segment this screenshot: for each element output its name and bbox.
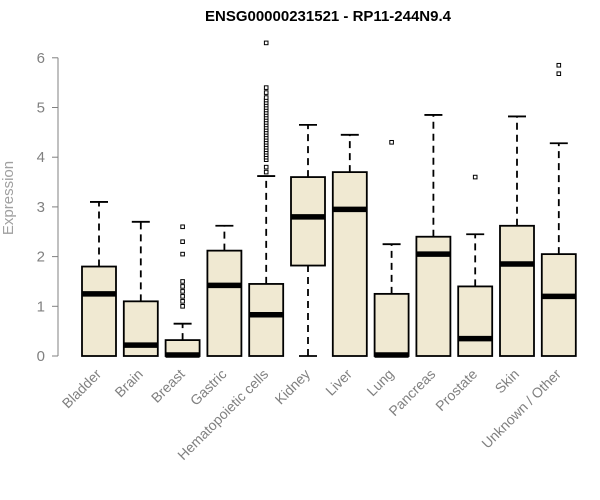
y-tick-label: 4 — [37, 149, 45, 166]
x-category-label: Brain — [111, 366, 145, 400]
box-group — [290, 123, 326, 357]
box-group — [81, 201, 117, 357]
box-group — [206, 224, 243, 357]
outlier-point — [263, 40, 269, 46]
outlier-point — [556, 71, 562, 77]
outlier-point — [180, 251, 185, 257]
y-axis-title: Expression — [0, 161, 17, 235]
box-group — [164, 224, 201, 358]
box-group — [373, 139, 410, 358]
y-tick-label: 1 — [37, 298, 45, 315]
box-group — [499, 115, 535, 357]
box-group — [248, 40, 285, 357]
y-tick-label: 2 — [37, 249, 45, 266]
box-iqr — [206, 249, 243, 357]
outlier-point — [180, 239, 185, 244]
box-iqr — [457, 285, 494, 357]
box-group — [331, 133, 368, 357]
x-category-label: Lung — [363, 366, 396, 399]
x-category-label: Bladder — [59, 366, 105, 412]
outlier-point — [472, 174, 478, 180]
chart-title: ENSG00000231521 - RP11-244N9.4 — [205, 8, 452, 25]
y-tick-label: 5 — [37, 100, 45, 117]
outlier-point — [263, 90, 269, 95]
x-category-label: Kidney — [272, 366, 314, 408]
plot-area — [81, 40, 577, 358]
outlier-point — [180, 224, 185, 230]
outlier-point — [180, 284, 185, 289]
box-iqr — [331, 171, 368, 357]
outlier-point — [263, 169, 269, 175]
box-group — [122, 220, 159, 357]
y-axis: 0 1 2 3 4 5 6 — [37, 50, 59, 365]
box-iqr — [290, 176, 326, 267]
box-group — [415, 114, 452, 357]
box-iqr — [373, 292, 410, 357]
y-tick-label: 0 — [37, 348, 45, 365]
outlier-point — [180, 304, 185, 309]
x-category-label: Unknown / Other — [478, 366, 564, 452]
box-iqr — [248, 283, 285, 357]
x-category-label: Skin — [492, 366, 523, 397]
outlier-point — [556, 62, 562, 68]
box-iqr — [540, 253, 577, 357]
outlier-point — [180, 299, 185, 304]
box-iqr — [81, 265, 117, 357]
outlier-point — [180, 279, 185, 284]
outlier-point — [263, 95, 269, 100]
x-category-label: Liver — [322, 366, 355, 399]
box-group — [540, 62, 577, 357]
box-iqr — [499, 224, 535, 357]
outlier-point — [180, 289, 185, 294]
y-tick-label: 3 — [37, 199, 45, 216]
y-tick-label: 6 — [37, 50, 45, 67]
outlier-point — [180, 294, 185, 299]
outlier-point — [389, 139, 394, 145]
outlier-point — [263, 85, 269, 90]
x-category-label: Prostate — [432, 366, 480, 414]
box-group — [457, 174, 494, 357]
outlier-point — [263, 164, 269, 170]
x-category-label: Breast — [148, 366, 188, 406]
